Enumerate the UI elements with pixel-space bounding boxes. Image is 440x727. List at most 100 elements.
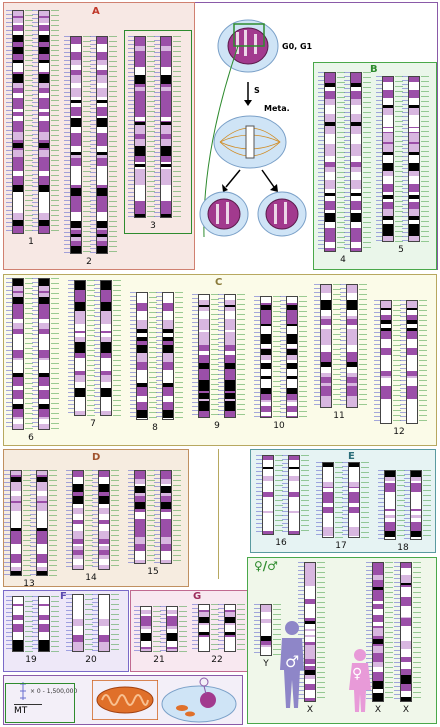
band: [373, 628, 383, 636]
band: [135, 486, 145, 493]
band: [411, 471, 421, 477]
band-ticks: [92, 470, 98, 570]
centromere: [39, 620, 49, 624]
band: [401, 634, 411, 641]
band: [37, 554, 47, 557]
band: [199, 363, 209, 369]
band: [383, 105, 393, 108]
band: [225, 411, 235, 417]
band: [137, 338, 147, 341]
band: [409, 236, 419, 241]
band: [325, 222, 335, 228]
band: [321, 367, 331, 373]
chromatid: [98, 594, 110, 652]
annotation-ticks: [51, 278, 59, 430]
band: [37, 567, 47, 571]
band: [383, 184, 393, 192]
band: [13, 293, 23, 295]
band: [289, 503, 299, 511]
chromosome-label: 8: [152, 423, 158, 433]
chromatid: [262, 455, 274, 535]
band: [199, 632, 209, 635]
band-ticks: [32, 278, 38, 430]
band: [401, 563, 411, 568]
chromatid: [12, 10, 24, 234]
band: [13, 72, 23, 74]
band: [321, 319, 331, 325]
band: [13, 338, 23, 342]
band-ticks: [402, 76, 408, 242]
female-symbol: ♀: [352, 666, 363, 682]
chromatid: [162, 292, 174, 420]
band: [39, 54, 49, 60]
chromatid: [348, 462, 360, 538]
annotation-ticks: [211, 604, 219, 652]
band: [161, 87, 171, 91]
chromatid: [260, 604, 272, 656]
band: [383, 133, 393, 136]
band: [135, 185, 145, 192]
band: [411, 509, 421, 511]
band: [73, 635, 83, 642]
band: [305, 664, 315, 666]
band: [325, 201, 335, 210]
band: [287, 326, 297, 334]
band: [401, 606, 411, 608]
annotation-ticks: [423, 470, 431, 540]
band: [101, 342, 111, 347]
band: [347, 345, 357, 352]
band: [75, 281, 85, 290]
band: [225, 321, 235, 330]
centromere: [401, 613, 411, 617]
band: [401, 597, 411, 606]
band: [287, 355, 297, 360]
band: [289, 465, 299, 467]
centromere: [225, 625, 235, 629]
band: [373, 595, 383, 601]
band: [161, 122, 171, 125]
band: [13, 419, 23, 424]
band: [381, 393, 391, 399]
band: [325, 142, 335, 150]
band: [163, 341, 173, 345]
band: [161, 541, 171, 544]
band: [39, 143, 49, 148]
band: [161, 46, 171, 51]
band: [199, 319, 209, 321]
band: [347, 316, 357, 319]
band: [199, 401, 209, 407]
band: [13, 118, 23, 121]
path-line-right: [218, 449, 219, 579]
centromere: [321, 325, 331, 329]
chromatid: [74, 280, 86, 416]
band: [39, 140, 49, 143]
band: [263, 497, 273, 503]
band: [163, 370, 173, 377]
band: [101, 311, 111, 319]
chromatid: [286, 296, 298, 418]
band: [373, 639, 383, 644]
band: [351, 142, 361, 150]
band: [381, 331, 391, 339]
band: [261, 636, 271, 641]
band: [97, 44, 107, 52]
band: [135, 162, 145, 164]
band: [321, 338, 331, 345]
chromatid: [10, 470, 22, 576]
chromatid: [408, 76, 420, 242]
band: [325, 210, 335, 213]
band: [11, 557, 21, 563]
centromere: [351, 140, 361, 144]
band: [409, 195, 419, 199]
cell-illustration: [161, 677, 237, 723]
band: [101, 365, 111, 371]
band: [381, 399, 391, 406]
band: [13, 112, 23, 116]
band: [97, 65, 107, 70]
chromatid: [410, 470, 422, 540]
band: [161, 125, 171, 134]
band: [351, 180, 361, 189]
centromere: [167, 629, 177, 633]
band: [325, 248, 335, 251]
band: [411, 481, 421, 483]
